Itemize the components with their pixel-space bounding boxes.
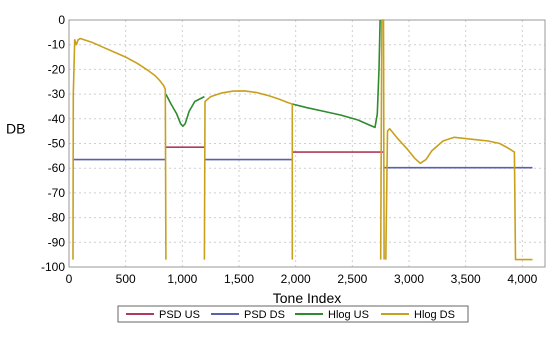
- x-tick-label: 1,000: [167, 272, 197, 286]
- tick-labels: 0 500 1,000 1,500 2,000 2,500 3,000 3,500 4,000 0…: [41, 13, 538, 286]
- x-tick-label: 500: [116, 272, 136, 286]
- plot-area-frame: [68, 19, 546, 268]
- x-tick-label: 2,500: [337, 272, 367, 286]
- legend-box: [117, 305, 469, 323]
- x-tick-label: 0: [66, 272, 73, 286]
- x-tick-label: 1,500: [224, 272, 254, 286]
- series-line-hlog-ds: [72, 37, 167, 260]
- x-tick-label: 2,000: [281, 272, 311, 286]
- legend: PSD US PSD DS Hlog US Hlog DS: [117, 305, 469, 323]
- y-tick-label: 0: [58, 13, 65, 27]
- y-axis-title: DB: [6, 121, 25, 137]
- y-tick-label: -80: [48, 211, 66, 225]
- y-tick-label: -50: [48, 137, 66, 151]
- legend-label-psd-us: PSD US: [159, 309, 200, 321]
- y-tick-label: -70: [48, 186, 66, 200]
- series-line-hlog-ds: [379, 19, 385, 260]
- series-lines: [72, 19, 533, 261]
- y-tick-label: -20: [48, 62, 66, 76]
- legend-label-psd-ds: PSD DS: [244, 309, 285, 321]
- x-tick-label: 3,500: [451, 272, 481, 286]
- y-tick-label: -90: [48, 235, 66, 249]
- series-line-hlog-us: [165, 93, 205, 127]
- grid-lines: [69, 19, 545, 267]
- y-tick-label: -30: [48, 87, 66, 101]
- y-tick-label: -60: [48, 161, 66, 175]
- series-line-hlog-ds: [203, 90, 294, 260]
- y-tick-label: -10: [48, 38, 66, 52]
- y-tick-label: -100: [41, 260, 65, 274]
- x-tick-label: 4,000: [507, 272, 537, 286]
- legend-label-hlog-us: Hlog US: [328, 309, 369, 321]
- series-line-hlog-us: [292, 19, 381, 129]
- x-axis-title: Tone Index: [273, 290, 342, 306]
- x-tick-label: 3,000: [394, 272, 424, 286]
- legend-label-hlog-ds: Hlog DS: [414, 309, 455, 321]
- series-line-hlog-ds: [385, 127, 533, 261]
- y-tick-label: -40: [48, 112, 66, 126]
